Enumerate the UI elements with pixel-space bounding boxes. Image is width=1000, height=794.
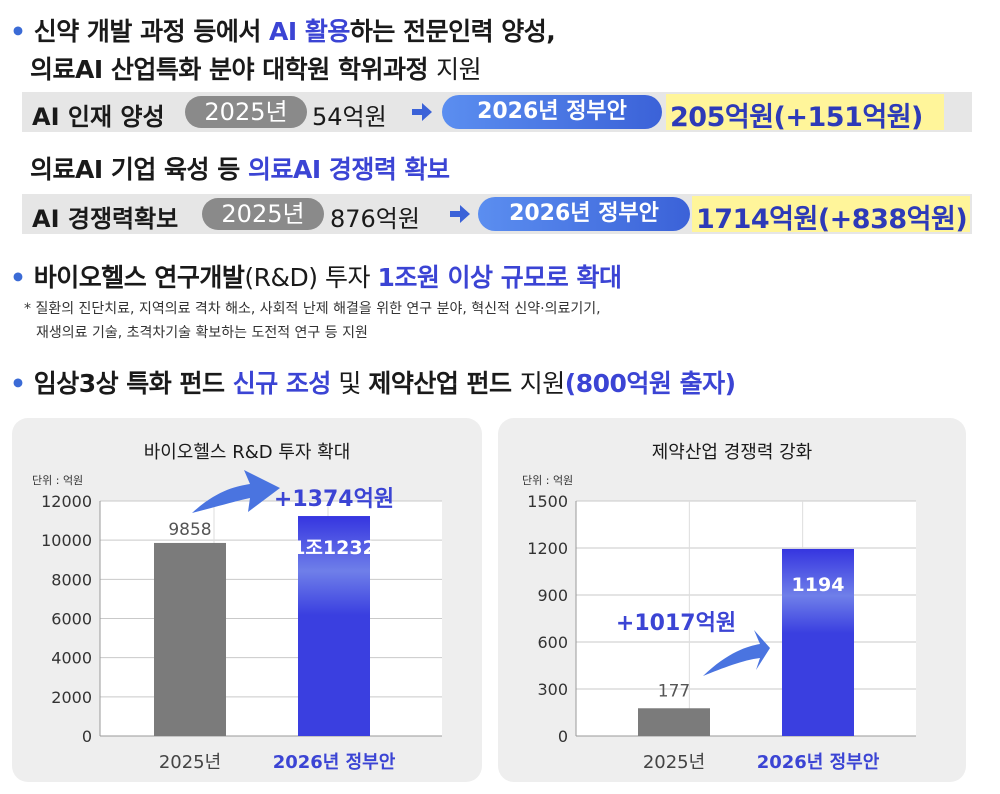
y-tick-label: 1200 (527, 539, 568, 558)
section3-text-a: 바이오헬스 연구개발 (33, 263, 245, 292)
bar-2026 (298, 516, 370, 736)
section3-note2: 재생의료 기술, 초격차기술 확보하는 도전적 연구 등 지원 (36, 325, 368, 341)
increase-label: +1374억원 (274, 487, 394, 512)
section3-text-c: 1조원 이상 규모로 확대 (377, 263, 622, 292)
section4-text-a: 임상3상 특화 펀드 (33, 369, 233, 398)
section4-text-b: 신규 조성 (232, 369, 332, 398)
section3-line: • 바이오헬스 연구개발(R&D) 투자 1조원 이상 규모로 확대 (10, 258, 622, 294)
bullet-icon: • (10, 17, 26, 46)
y-tick-label: 10000 (41, 531, 92, 550)
data-label: 1조1232 (292, 537, 376, 559)
y-tick-label: 8000 (51, 570, 92, 589)
chart-title: 바이오헬스 R&D 투자 확대 (143, 442, 351, 463)
section1-text-e: 지원 (436, 55, 482, 84)
gov-plan-pill: 2026년 정부안 (442, 95, 662, 129)
y-tick-label: 2000 (51, 688, 92, 707)
bar-2026 (782, 548, 854, 736)
new-amount: 205억원(+151억원) (670, 102, 923, 133)
section2-text-b: 의료AI 경쟁력 확보 (247, 155, 450, 184)
ai-competitiveness-row: AI 경쟁력확보 2025년 876억원 2026년 정부안 1714억원(+8… (22, 194, 972, 235)
x-tick-label: 2025년 (643, 752, 705, 773)
section2-line: 의료AI 기업 육성 등 의료AI 경쟁력 확보 (30, 150, 450, 186)
chart-title: 제약산업 경쟁력 강화 (651, 442, 813, 463)
increase-arrow-icon (192, 470, 280, 513)
y-tick-label: 6000 (51, 610, 92, 629)
pharma-chart-panel: 제약산업 경쟁력 강화 단위 : 억원 0 300 600 900 1200 1500 177… (498, 418, 966, 782)
rnd-chart-svg: 단위 : 억원 0 2000 4000 6000 8000 10000 12000 9858 20… (32, 470, 442, 773)
section1-text-d: 의료AI 산업특화 분야 대학원 학위과정 (30, 55, 437, 84)
rnd-chart-panel: 바이오헬스 R&D 투자 확대 단위 : 억원 0 2000 4000 6000 8000… (12, 418, 482, 782)
new-amount: 1714억원(+838억원) (696, 204, 968, 235)
section4-line: • 임상3상 특화 펀드 신규 조성 및 제약산업 펀드 지원(800억원 출자… (10, 364, 736, 400)
pharma-chart-svg: 단위 : 억원 0 300 600 900 1200 1500 177 2025년 1194 202… (522, 474, 916, 773)
highlight-bg (692, 196, 970, 232)
ai-talent-label: AI 인재 양성 (32, 103, 165, 131)
data-label: 9858 (168, 520, 211, 540)
section1-text-ai: AI 활용 (269, 17, 350, 46)
plot-area (576, 501, 916, 736)
x-tick-label: 2025년 (159, 752, 221, 773)
data-label: 177 (658, 681, 690, 701)
section1-text-a: 신약 개발 과정 등에서 (33, 17, 270, 46)
highlight-bg (666, 94, 944, 130)
bullet-icon: • (10, 369, 26, 398)
y-tick-label: 0 (82, 727, 92, 746)
x-tick-label: 2026년 정부안 (757, 752, 880, 773)
prev-amount: 876억원 (330, 205, 420, 233)
section4-text-f: (800억원 출자) (564, 369, 736, 398)
year-2025-pill: 2025년 (202, 198, 324, 230)
arrow-right-icon (450, 205, 470, 223)
bullet-icon: • (10, 263, 26, 292)
y-tick-label: 4000 (51, 649, 92, 668)
bar-2025 (154, 542, 226, 736)
section3-note1: * 질환의 진단치료, 지역의료 격차 해소, 사회적 난제 해결을 위한 연구… (24, 301, 601, 317)
section4-text-d: 제약산업 펀드 (368, 369, 520, 398)
section1-line2: 의료AI 산업특화 분야 대학원 학위과정 지원 (30, 50, 482, 86)
ai-competitiveness-label: AI 경쟁력확보 (32, 205, 179, 233)
x-tick-label: 2026년 정부안 (273, 752, 396, 773)
y-tick-label: 600 (537, 633, 568, 652)
section4-text-e: 지원 (519, 369, 566, 398)
increase-label: +1017억원 (616, 611, 736, 636)
data-label: 1194 (792, 574, 845, 596)
ai-talent-row: AI 인재 양성 2025년 54억원 2026년 정부안 205억원(+151… (22, 92, 972, 133)
y-tick-label: 0 (558, 727, 568, 746)
section4-text-c: 및 (330, 369, 369, 398)
y-tick-label: 12000 (41, 492, 92, 511)
prev-amount: 54억원 (312, 103, 387, 131)
section2-text-a: 의료AI 기업 육성 등 (30, 155, 248, 184)
unit-label: 단위 : 억원 (522, 474, 573, 487)
increase-arrow-icon (703, 630, 770, 676)
gov-plan-pill: 2026년 정부안 (478, 197, 690, 231)
bar-2025 (638, 708, 710, 736)
section3-text-b: (R&D) 투자 (244, 263, 378, 292)
section1-line1: • 신약 개발 과정 등에서 AI 활용하는 전문인력 양성, (10, 12, 556, 48)
section1-text-c: 하는 전문인력 양성, (349, 17, 556, 46)
unit-label: 단위 : 억원 (32, 474, 83, 487)
arrow-right-icon (412, 103, 432, 121)
year-2025-pill: 2025년 (185, 96, 307, 128)
y-tick-label: 900 (537, 586, 568, 605)
y-tick-label: 300 (537, 680, 568, 699)
y-tick-label: 1500 (527, 492, 568, 511)
